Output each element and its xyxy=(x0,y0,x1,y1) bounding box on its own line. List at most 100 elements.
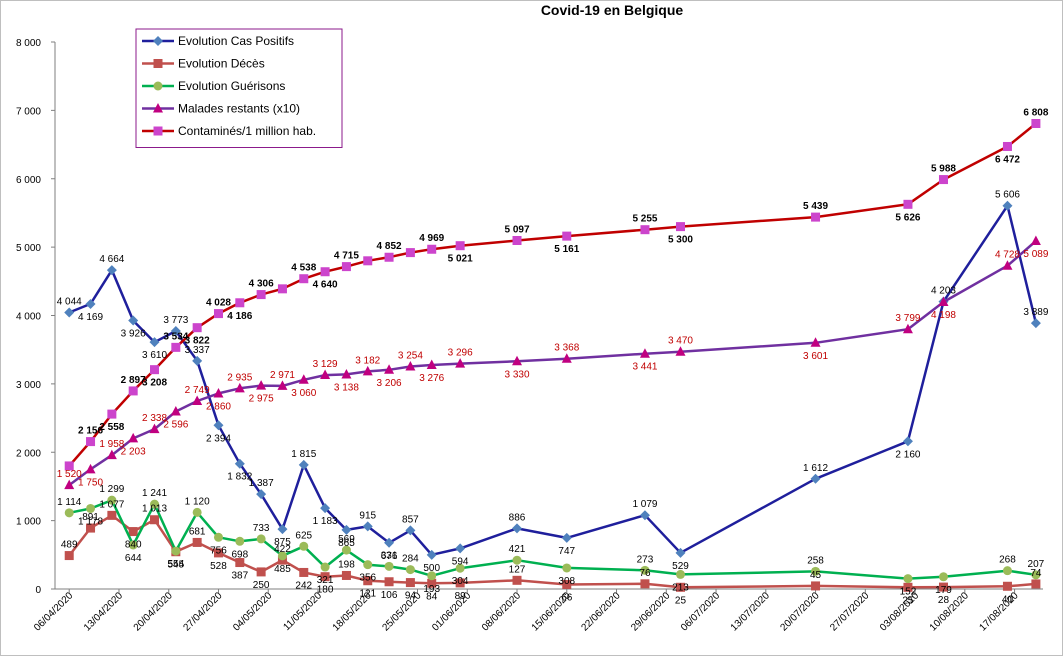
data-point xyxy=(213,387,224,398)
data-label: 4 028 xyxy=(206,298,231,309)
data-point xyxy=(1002,566,1012,576)
series-line xyxy=(68,514,1037,589)
legend: Evolution Cas Positifs Evolution Décès Evo… xyxy=(135,28,343,148)
data-point xyxy=(341,262,351,272)
data-label: 1 079 xyxy=(632,499,657,510)
data-label: 356 xyxy=(359,573,376,584)
data-point xyxy=(320,562,330,572)
data-point xyxy=(902,436,913,447)
data-label: 198 xyxy=(338,559,355,570)
data-label: 569 xyxy=(338,534,355,545)
data-point xyxy=(277,551,287,561)
data-label: 250 xyxy=(253,580,270,591)
data-label: 676 xyxy=(381,551,398,562)
data-point xyxy=(363,576,373,586)
data-label: 2 975 xyxy=(249,394,274,405)
legend-label: Contaminés/1 million hab. xyxy=(178,124,316,138)
data-label: 89 xyxy=(455,591,467,602)
data-point xyxy=(153,59,163,68)
data-point xyxy=(640,579,650,589)
data-label: 4 169 xyxy=(78,312,103,323)
data-point xyxy=(192,395,203,406)
data-point xyxy=(639,348,650,358)
y-tick-label: 7 000 xyxy=(16,106,41,117)
data-point xyxy=(675,346,686,356)
data-point xyxy=(86,503,96,513)
data-point xyxy=(455,563,465,573)
data-point xyxy=(640,225,650,235)
data-label: 179 xyxy=(935,585,952,596)
data-point xyxy=(213,420,224,431)
data-label: 3 889 xyxy=(1023,307,1048,318)
data-label: 94 xyxy=(405,591,417,602)
data-point xyxy=(171,546,181,556)
data-point xyxy=(1002,581,1012,591)
data-point xyxy=(256,489,267,500)
data-point xyxy=(455,578,465,588)
data-point xyxy=(299,274,309,284)
data-point xyxy=(561,353,572,363)
legend-label: Malades restants (x10) xyxy=(178,102,300,116)
data-point xyxy=(64,461,74,471)
data-label: 74 xyxy=(1030,568,1042,579)
y-tick-label: 8 000 xyxy=(16,38,41,49)
data-label: 756 xyxy=(210,545,227,556)
data-label: 2 971 xyxy=(270,370,295,381)
series-4 xyxy=(64,119,1041,471)
data-point xyxy=(299,567,309,577)
data-label: 2 203 xyxy=(121,446,146,457)
data-label: 500 xyxy=(423,563,440,574)
data-label: 84 xyxy=(426,591,438,602)
data-label: 4 664 xyxy=(99,254,124,265)
data-label: 422 xyxy=(274,544,291,555)
data-point xyxy=(562,231,572,241)
data-point xyxy=(64,508,74,518)
y-tick-label: 3 000 xyxy=(16,380,41,391)
data-label: 3 368 xyxy=(554,343,579,354)
data-label: 40 xyxy=(1002,594,1014,605)
data-label: 2 558 xyxy=(99,422,124,433)
data-point xyxy=(153,81,163,91)
data-point xyxy=(512,523,523,534)
data-label: 644 xyxy=(125,553,142,564)
series-0 xyxy=(64,200,1041,560)
data-label: 6 472 xyxy=(995,154,1020,165)
data-point xyxy=(277,284,287,294)
data-label: 1 612 xyxy=(803,463,828,474)
data-point xyxy=(384,252,394,262)
data-label: 421 xyxy=(509,544,526,555)
data-point xyxy=(363,560,373,570)
data-label: 1 183 xyxy=(313,516,338,527)
data-point xyxy=(341,368,352,379)
data-label: 5 626 xyxy=(895,212,920,223)
series-3 xyxy=(64,235,1041,490)
data-point xyxy=(363,256,373,266)
data-label: 3 610 xyxy=(142,350,167,361)
data-label: 840 xyxy=(125,540,142,551)
data-label: 2 156 xyxy=(78,426,103,437)
data-point xyxy=(235,558,245,568)
data-label: 1 241 xyxy=(142,488,167,499)
data-point xyxy=(277,524,288,535)
data-label: 554 xyxy=(167,559,184,570)
data-label: 273 xyxy=(637,554,654,565)
y-tick-label: 2 000 xyxy=(16,448,41,459)
data-point xyxy=(405,578,415,588)
data-label: 698 xyxy=(231,549,248,560)
data-label: 3 330 xyxy=(504,369,529,380)
data-label: 127 xyxy=(509,564,526,575)
data-point xyxy=(1031,119,1041,129)
data-label: 528 xyxy=(210,561,227,572)
data-point xyxy=(562,563,572,573)
data-point xyxy=(192,537,202,547)
data-point xyxy=(107,510,117,520)
data-label: 1 815 xyxy=(291,449,316,460)
data-label: 747 xyxy=(558,546,575,557)
chart-title: Covid-19 en Belgique xyxy=(541,2,684,18)
data-label: 207 xyxy=(1028,559,1045,570)
data-point xyxy=(170,405,181,416)
data-point xyxy=(675,569,685,579)
data-label: 2 338 xyxy=(142,413,167,424)
data-label: 284 xyxy=(402,554,419,565)
